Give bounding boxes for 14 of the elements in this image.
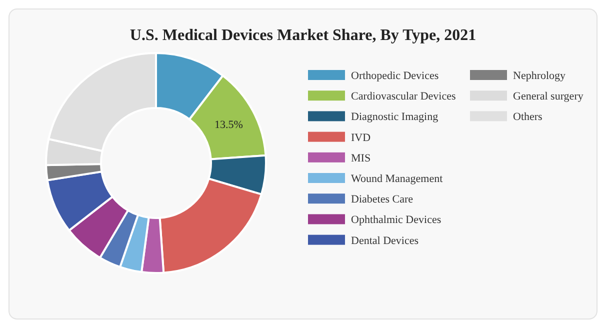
legend-label: Wound Management bbox=[351, 173, 443, 185]
legend-label: IVD bbox=[351, 132, 371, 144]
legend-label: General surgery bbox=[513, 90, 584, 103]
legend-label: Orthopedic Devices bbox=[351, 70, 439, 82]
chart-title: U.S. Medical Devices Market Share, By Type, 2021 bbox=[130, 27, 476, 44]
data-label: 13.5% bbox=[214, 118, 243, 131]
legend-label: MIS bbox=[351, 152, 371, 164]
legend-label: Dental Devices bbox=[351, 234, 418, 247]
legend-label: Others bbox=[513, 111, 542, 124]
legend-label: Ophthalmic Devices bbox=[351, 214, 442, 226]
legend-label: Diabetes Care bbox=[351, 194, 414, 206]
legend-label: Cardiovascular Devices bbox=[351, 90, 456, 103]
legend-label: Nephrology bbox=[513, 70, 566, 82]
legend-label: Diagnostic Imaging bbox=[351, 111, 439, 124]
